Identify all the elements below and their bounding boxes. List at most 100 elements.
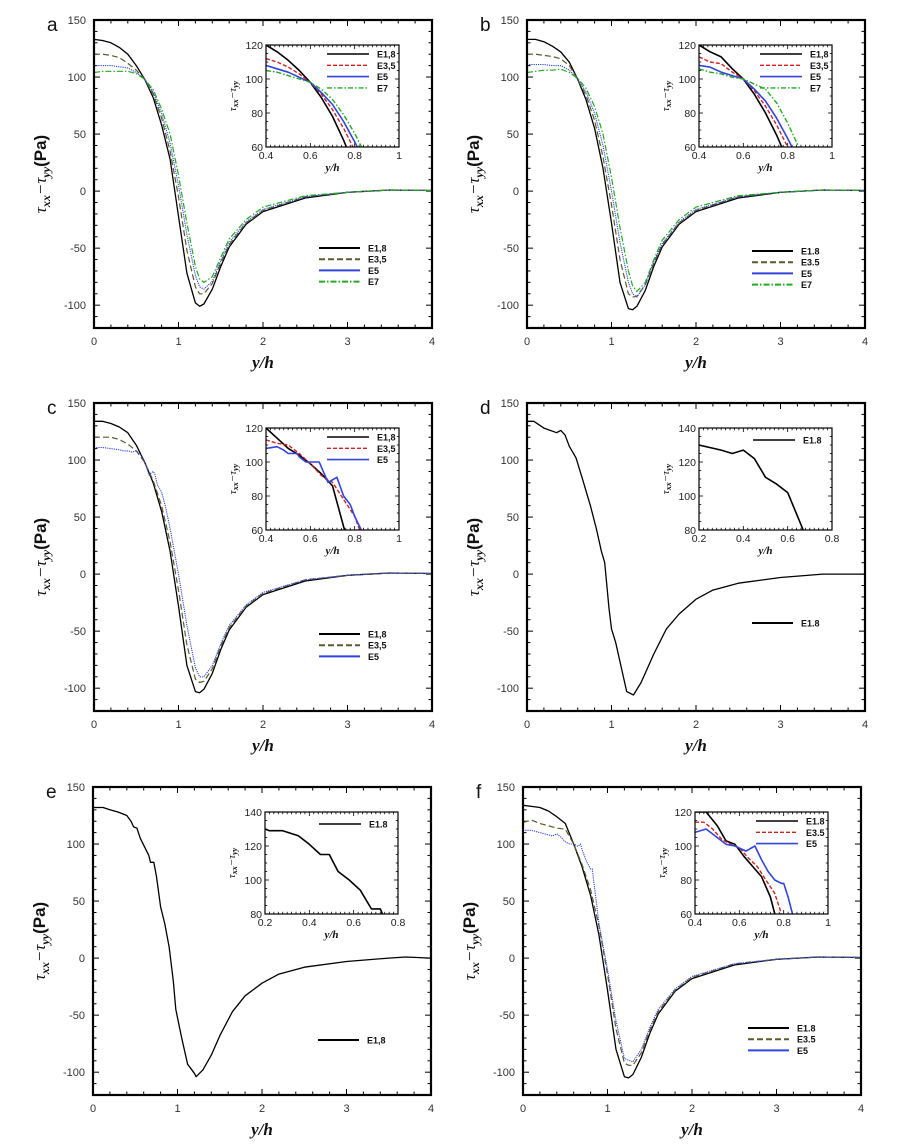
panel-label: c	[47, 398, 57, 419]
x-tick-label: 0	[91, 719, 97, 731]
inset-plot-area	[695, 812, 828, 914]
y-axis-title-part: τ	[30, 973, 49, 980]
inset-legend-item: E1,8	[760, 50, 829, 60]
y-tick-label: 100	[68, 455, 86, 467]
plot-frame	[92, 401, 434, 713]
y-tick-label: -50	[503, 626, 519, 638]
x-tick-label: 1	[175, 336, 181, 348]
inset-legend-label: E5	[377, 455, 388, 465]
y-tick-label: 150	[497, 782, 515, 794]
inset-x-axis-title: y/h	[752, 929, 768, 941]
x-axis-title: y/h	[683, 736, 707, 755]
inset-y-axis-title: τxx−τyy	[660, 463, 673, 494]
y-axis-title-part: yy	[660, 847, 669, 856]
y-axis-title-part: xx	[39, 195, 53, 208]
inset-legend-item: E7	[327, 83, 388, 93]
series-line-E1.8	[527, 38, 865, 311]
inset-series-line-E7	[699, 68, 800, 147]
inset-y-axis-title: τxx−τyy	[227, 463, 240, 494]
inset-x-tick-label: 0.6	[346, 917, 361, 929]
y-tick-label: 0	[509, 953, 515, 965]
legend-item: E1,8	[319, 244, 387, 254]
y-axis-title: τxx−τyy(Pa)	[31, 518, 53, 596]
x-tick-label: 4	[862, 336, 868, 348]
y-axis-title-part: (Pa)	[464, 518, 483, 550]
y-tick-label: -100	[497, 683, 519, 695]
inset-x-tick-label: 0.4	[259, 533, 274, 545]
y-axis-title-part: yy	[231, 463, 240, 472]
legend-label: E5	[368, 266, 379, 276]
inset-frame	[698, 427, 833, 531]
inset-y-tick-label: 120	[245, 423, 263, 435]
inset-plot-area	[699, 428, 832, 530]
y-axis-title: τxx−τyy(Pa)	[31, 135, 53, 213]
y-axis-title-part: xx	[468, 962, 482, 975]
y-axis-title-part: −τ	[31, 560, 50, 578]
y-axis-title-part: −τ	[227, 87, 239, 99]
inset-x-tick-label: 0.4	[688, 917, 703, 929]
legend-label: E3,5	[368, 641, 387, 651]
y-axis-title-part: (Pa)	[464, 135, 483, 167]
inset-x-tick-label: 0.6	[303, 533, 318, 545]
inset-y-tick-label: 80	[251, 491, 263, 503]
y-axis-title-part: (Pa)	[31, 135, 50, 167]
inset-x-tick-label: 0.8	[780, 150, 795, 162]
series-line-E3.5	[94, 436, 432, 684]
x-axis-title: y/h	[679, 1120, 703, 1139]
inset-plot-area	[266, 45, 399, 147]
inset-y-tick-label: 80	[684, 525, 696, 537]
y-tick-label: 50	[73, 896, 85, 908]
panel-c: c0 1 2 3 4-100-50050100150y/hτxx−τyy(Pa)E1,8…	[31, 398, 435, 755]
inset-plot-area	[699, 45, 832, 147]
inset-legend-item: E3.5	[756, 828, 825, 838]
legend-label: E1,8	[367, 1036, 386, 1046]
y-axis-title-part: τ	[31, 206, 50, 213]
inset-y-tick-label: 140	[244, 807, 262, 819]
inset-legend-item: E1.8	[319, 820, 388, 830]
y-tick-label: 50	[507, 129, 519, 141]
inset-y-tick-label: 120	[678, 40, 696, 52]
inset-x-tick-label: 0.8	[391, 917, 406, 929]
panel-f: f0 1 2 3 4-100-50050100150y/hτxx−τyy(Pa)E1.8…	[460, 782, 864, 1139]
y-axis-title-part: yy	[38, 933, 52, 946]
plot-frame	[525, 18, 867, 330]
series-line-E3.5	[527, 53, 865, 298]
y-tick-label: 100	[67, 839, 85, 851]
legend-label: E1.8	[801, 619, 820, 629]
y-axis-title-part: (Pa)	[31, 518, 50, 550]
x-tick-label: 2	[693, 336, 699, 348]
legend: E1,8E3,5E5	[319, 630, 387, 662]
inset-legend-label: E5	[377, 72, 388, 82]
series-line-E7	[94, 70, 432, 283]
y-axis-title-part: −τ	[656, 854, 668, 866]
inset-legend: E1.8	[319, 820, 388, 830]
inset-legend-item: E1.8	[753, 436, 822, 446]
inset-legend-item: E3,5	[327, 61, 396, 71]
x-axis-title: y/h	[250, 353, 274, 372]
legend-label: E1.8	[797, 1024, 816, 1034]
panel-a: a0 1 2 3 4-100-50050100150y/hτxx−τyy(Pa)E1,8…	[31, 15, 435, 372]
inset-legend-label: E1.8	[803, 436, 822, 446]
y-tick-label: 150	[501, 398, 519, 410]
inset-x-tick-label: 0.8	[825, 533, 840, 545]
legend-item: E3.5	[752, 258, 820, 268]
inset-frame	[264, 811, 399, 915]
plot-frame	[91, 785, 433, 1097]
x-tick-label: 3	[777, 336, 783, 348]
y-axis-title-part: −τ	[460, 944, 479, 962]
y-tick-label: 150	[68, 15, 86, 27]
series-line-E1.8	[523, 804, 861, 1079]
inset-frame	[265, 427, 400, 531]
y-axis-title-part: (Pa)	[460, 902, 479, 934]
inset-y-tick-label: 60	[251, 142, 263, 154]
inset-legend-label: E3,5	[810, 61, 829, 71]
y-tick-label: 50	[507, 512, 519, 524]
panel-label: a	[47, 15, 58, 36]
inset-legend-item: E5	[760, 72, 821, 82]
legend-item: E1.8	[748, 1024, 816, 1034]
x-tick-label: 1	[175, 719, 181, 731]
y-axis-title-part: −τ	[227, 470, 239, 482]
